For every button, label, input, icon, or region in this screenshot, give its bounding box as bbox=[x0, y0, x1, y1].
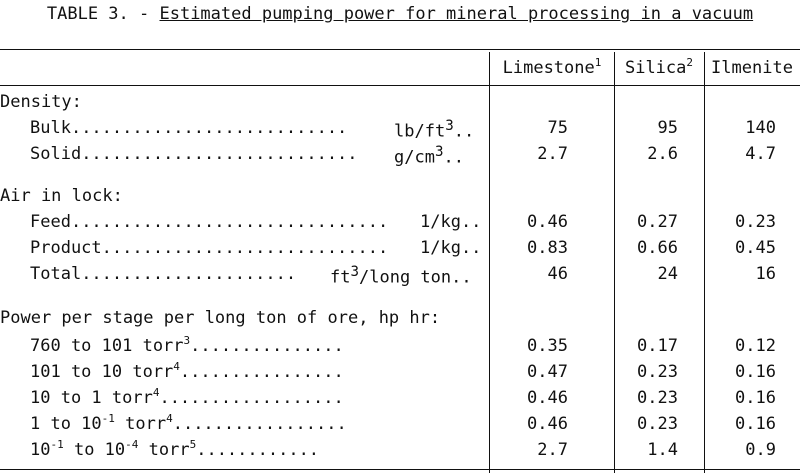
table-row: 760 to 101 torr3............... 0.35 0.1… bbox=[30, 334, 776, 356]
column-header-limestone: Limestone1 bbox=[502, 56, 602, 78]
column-header-ilmenite: Ilmenite bbox=[711, 58, 793, 78]
section-heading: Air in lock: bbox=[0, 186, 123, 206]
table-row: Feed............................... 1/kg… bbox=[30, 212, 776, 232]
header-rule bbox=[0, 85, 800, 86]
column-divider bbox=[489, 52, 490, 473]
top-rule bbox=[0, 49, 800, 50]
section-heading: Density: bbox=[0, 92, 82, 112]
table-caption: Estimated pumping power for mineral proc… bbox=[159, 4, 754, 24]
section-heading: Power per stage per long ton of ore, hp … bbox=[0, 308, 441, 328]
table-row: Total..................... ft3/long ton.… bbox=[30, 264, 776, 288]
table-row: Bulk........................... lb/ft3..… bbox=[30, 118, 776, 142]
column-header-silica: Silica2 bbox=[624, 56, 694, 78]
table-row: 101 to 10 torr4................ 0.47 0.2… bbox=[30, 360, 776, 382]
column-divider bbox=[614, 52, 615, 473]
table-row: Product............................ 1/kg… bbox=[30, 238, 776, 258]
table-title: TABLE 3. - Estimated pumping power for m… bbox=[0, 4, 800, 24]
table-row: Solid........................... g/cm3..… bbox=[30, 144, 776, 168]
column-divider bbox=[704, 52, 705, 473]
table-number: TABLE 3. - bbox=[46, 4, 150, 24]
bottom-rule bbox=[0, 469, 800, 470]
table-row: 10-1 to 10-4 torr5............ 2.7 1.4 0… bbox=[30, 438, 776, 460]
table-row: 1 to 10-1 torr4................. 0.46 0.… bbox=[30, 412, 776, 434]
table-row: 10 to 1 torr4.................. 0.46 0.2… bbox=[30, 386, 776, 408]
